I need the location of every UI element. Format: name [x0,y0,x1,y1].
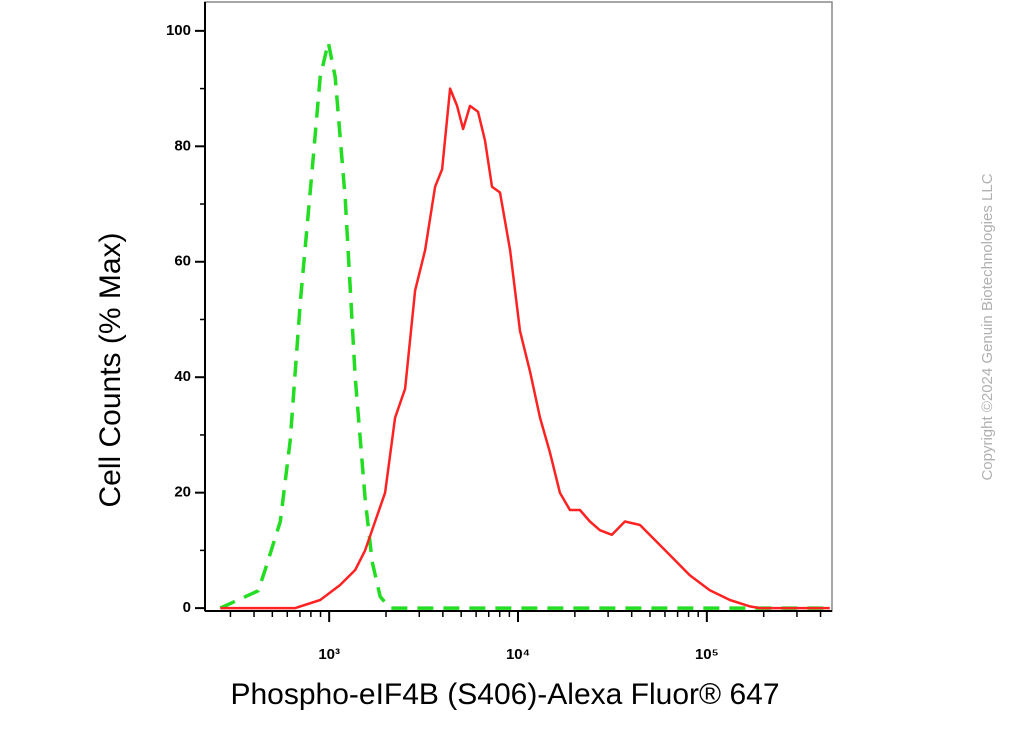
watermark: Copyright ©2024 Genuin Biotechnologies L… [979,173,996,480]
y-tick-label: 100 [166,22,191,39]
y-tick-label: 20 [174,484,191,501]
plot-frame [204,1,833,612]
x-tick-label: 10³ [318,646,340,663]
y-tick-label: 60 [174,253,191,270]
histogram-line [219,40,830,610]
y-tick-label: 0 [183,599,191,616]
x-tick-label: 10⁵ [695,646,719,663]
x-tick-label: 10⁴ [506,646,530,663]
x-axis-label: Phospho-eIF4B (S406)-Alexa Fluor® 647 [230,678,779,711]
y-tick-label: 40 [174,368,191,385]
y-tick-label: 80 [174,137,191,154]
histogram-line [220,87,830,610]
y-axis-label: Cell Counts (% Max) [94,232,127,507]
